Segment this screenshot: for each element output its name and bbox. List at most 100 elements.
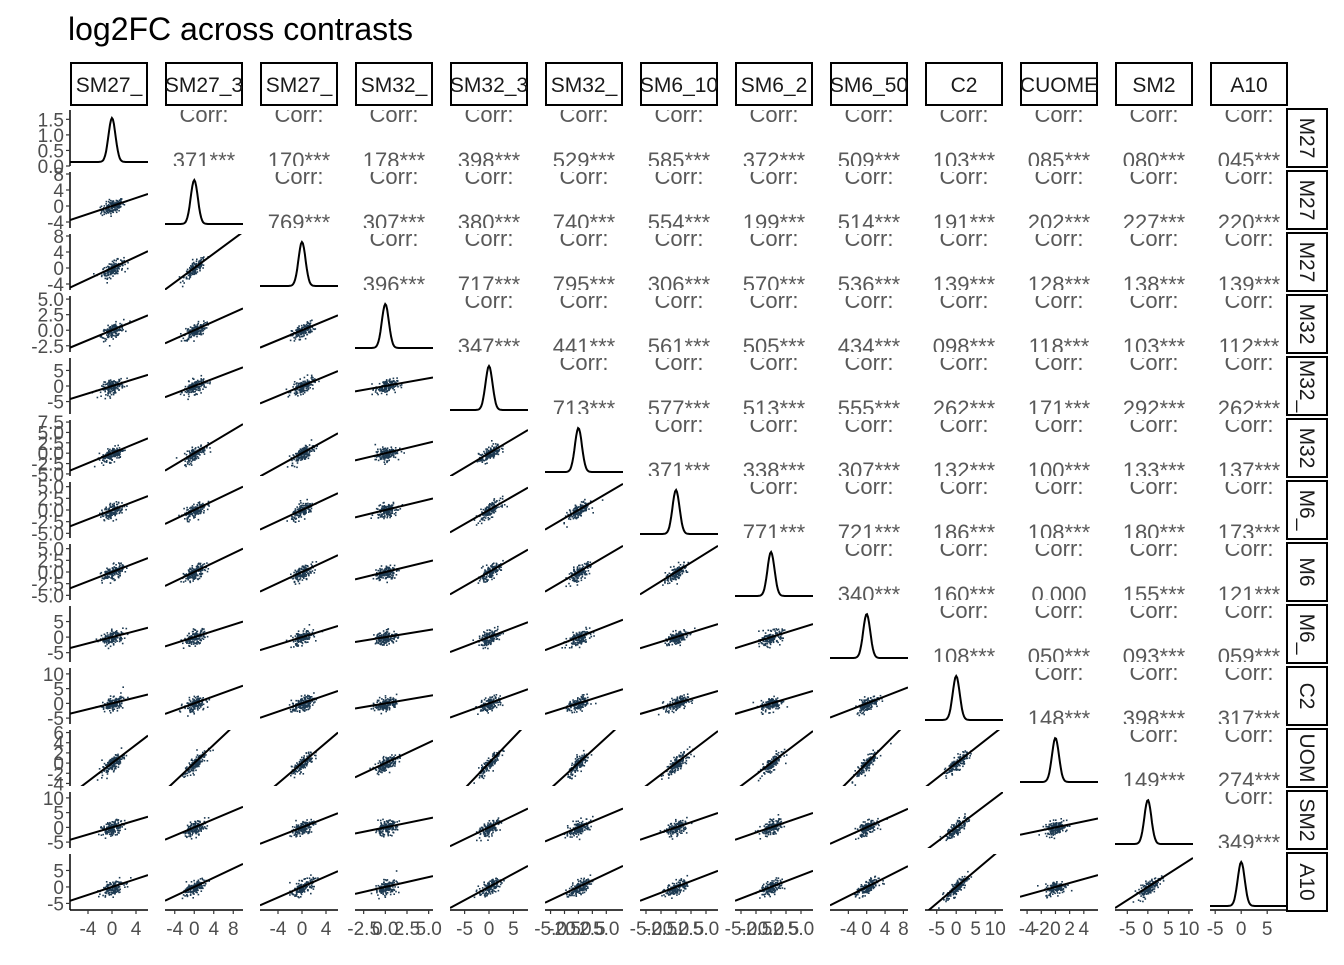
scatter-point [105, 338, 108, 341]
scatter-point [293, 454, 295, 457]
scatter-point [492, 510, 495, 512]
scatter-point [193, 340, 195, 342]
scatter-point [313, 449, 315, 451]
scatter-point [200, 392, 202, 394]
scatter-point [674, 576, 676, 578]
scatter-point [109, 397, 112, 399]
corr-label: Corr: [1130, 102, 1179, 127]
scatter-point [574, 509, 577, 511]
scatter-point [118, 457, 120, 459]
scatter-point [670, 579, 672, 581]
scatter-point [392, 454, 395, 456]
scatter-point [180, 391, 183, 393]
scatter-point [379, 516, 382, 518]
scatter-point [186, 461, 189, 463]
scatter-point [114, 269, 117, 272]
scatter-point [109, 633, 112, 636]
column-strip-label: SM27_3 [165, 74, 243, 97]
scatter-point [112, 447, 114, 450]
scatter-point [117, 501, 120, 504]
scatter-point [189, 276, 192, 278]
scatter-point [107, 389, 110, 392]
fit-line [165, 366, 243, 399]
panel [165, 366, 243, 401]
scatter-point [307, 322, 310, 324]
scatter-point [119, 510, 122, 512]
scatter-point [681, 570, 684, 572]
scatter-point [124, 449, 126, 452]
scatter-point [121, 570, 123, 572]
scatter-point [109, 462, 111, 464]
scatter-point [675, 578, 677, 581]
scatter-point [293, 381, 296, 383]
scatter-point [671, 569, 673, 571]
column-strip-label: CUOME [1020, 74, 1098, 97]
scatter-point [376, 451, 378, 454]
panel [70, 495, 148, 528]
scatter-point [194, 390, 196, 393]
scatter-point [115, 205, 117, 207]
scatter-point [196, 324, 199, 326]
fit-line [260, 370, 338, 405]
scatter-point [125, 330, 127, 333]
scatter-point [194, 516, 196, 518]
scatter-point [123, 318, 125, 321]
panel: Corr:202*** [1028, 172, 1091, 228]
scatter-point [115, 451, 117, 454]
corr-label: Corr: [1130, 164, 1179, 189]
scatter-point [202, 502, 204, 505]
scatter-point [576, 511, 578, 514]
scatter-point [497, 449, 499, 452]
scatter-point [381, 451, 384, 454]
scatter-point [120, 198, 122, 200]
scatter-point [384, 383, 387, 386]
scatter-point [111, 639, 113, 642]
scatter-point [394, 391, 396, 394]
scatter-point [114, 331, 116, 334]
scatter-point [104, 381, 107, 383]
scatter-point [195, 381, 198, 384]
panel [165, 547, 243, 587]
scatter-point [101, 579, 103, 582]
scatter-point [385, 507, 387, 509]
scatter-point [401, 504, 404, 506]
scatter-point [107, 455, 109, 457]
scatter-point [107, 271, 110, 274]
scatter-point [113, 203, 116, 205]
scatter-point [104, 389, 106, 391]
scatter-point [382, 505, 384, 508]
scatter-point [122, 203, 124, 205]
scatter-point [112, 642, 115, 645]
scatter-point [306, 498, 308, 501]
scatter-point [392, 502, 395, 505]
scatter-point [190, 462, 192, 465]
corr-label: Corr: [655, 412, 704, 437]
corr-label: Corr: [1035, 288, 1084, 313]
scatter-point [386, 505, 389, 508]
scatter-point [114, 206, 116, 209]
scatter-point [379, 574, 381, 576]
panel: Corr:795*** [553, 234, 616, 290]
scatter-point [299, 514, 302, 517]
scatter-point [113, 448, 115, 450]
scatter-point [195, 383, 198, 385]
scatter-point [584, 573, 587, 576]
scatter-point [375, 458, 377, 461]
scatter-point [186, 517, 189, 520]
column-strip-label: SM32_ [551, 74, 618, 97]
scatter-point [670, 577, 672, 580]
scatter-point [188, 513, 191, 516]
scatter-point [383, 455, 385, 458]
scatter-point [191, 388, 194, 391]
scatter-point [300, 389, 303, 391]
scatter-point [584, 502, 586, 504]
scatter-point [302, 393, 304, 395]
scatter-point [581, 572, 583, 574]
scatter-point [384, 510, 387, 513]
row-strip-box [1286, 418, 1328, 478]
scatter-point [297, 326, 299, 329]
scatter-point [495, 570, 497, 573]
scatter-point [107, 576, 109, 579]
scatter-point [486, 448, 489, 450]
scatter-point [110, 199, 112, 202]
